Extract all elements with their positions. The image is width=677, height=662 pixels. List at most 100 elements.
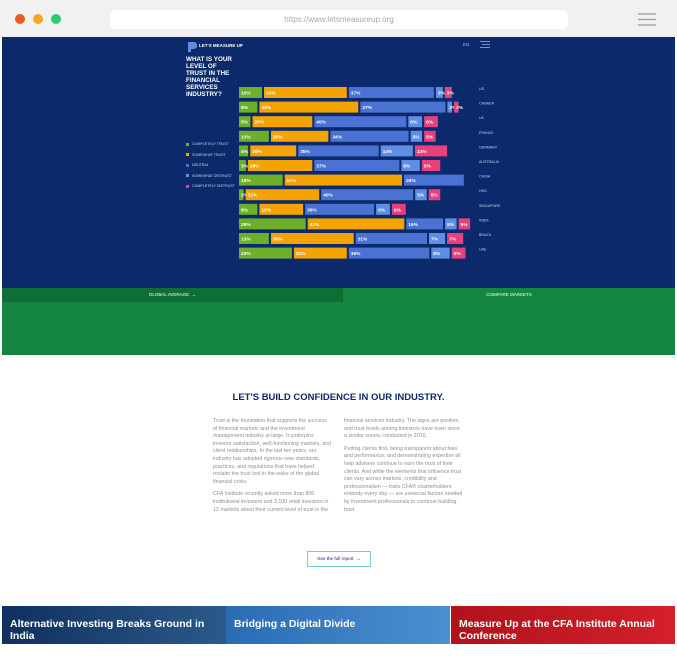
bar-segment — [414, 145, 448, 157]
data-label: 8% — [424, 164, 432, 170]
card[interactable]: Alternative Investing Breaks Ground in I… — [2, 606, 226, 644]
bar-segment — [424, 130, 436, 142]
data-label: 7% — [449, 237, 457, 243]
legend-item: NEUTRAL — [186, 163, 209, 167]
bar-segment — [415, 189, 427, 201]
bar-segment — [447, 233, 464, 244]
data-label: 3% — [447, 91, 455, 97]
card-title: Bridging a Digital Divide — [234, 618, 356, 630]
paragraph: CFA Institute recently asked more than 8… — [213, 418, 460, 513]
data-label: 37% — [362, 105, 372, 111]
bar-segment — [252, 116, 313, 128]
category-label: UAE — [479, 248, 487, 252]
legend-item: COMPLETELY DISTRUST — [186, 184, 235, 188]
bar-segment — [429, 233, 446, 244]
bar-segment — [239, 233, 269, 244]
data-label: 6% — [454, 251, 462, 257]
legend-swatch — [186, 174, 189, 177]
data-label: 23% — [241, 251, 251, 257]
data-label: 35% — [300, 149, 310, 155]
chart-section: LET'S MEASURE UP EN 10% 36% 37% 3% 3% US 8% 43%… — [2, 37, 675, 288]
bar-segment — [250, 145, 297, 157]
bar-segment — [314, 160, 400, 171]
menu-icon[interactable] — [638, 13, 656, 26]
card[interactable]: Measure Up at the CFA Institute Annual C… — [451, 606, 675, 644]
data-label: 25% — [273, 134, 283, 140]
close-dot[interactable] — [15, 14, 25, 24]
data-label: 7% — [431, 237, 439, 243]
tab-label: COMPARE MARKETS — [486, 292, 532, 297]
maximize-dot[interactable] — [51, 14, 61, 24]
bar-segment — [239, 116, 251, 128]
bar-segment — [428, 189, 441, 201]
tab[interactable]: GLOBAL AVERAGE → — [2, 288, 343, 302]
bar-segment — [330, 130, 409, 142]
data-label: 19% — [261, 207, 271, 213]
data-label: 20% — [252, 149, 262, 155]
data-label: 36% — [266, 91, 276, 97]
legend-label: COMPLETELY TRUST — [192, 142, 229, 146]
category-label: BRAZIL — [479, 233, 492, 237]
site-menu[interactable] — [480, 41, 490, 48]
data-label: 37% — [316, 164, 326, 170]
data-label: 26% — [406, 178, 416, 184]
data-label: 19% — [241, 178, 251, 184]
data-label: 5% — [461, 222, 469, 228]
data-label: 35% — [351, 251, 361, 257]
data-label: 3% — [438, 91, 446, 97]
data-label: 5% — [413, 134, 421, 140]
language[interactable]: EN — [463, 42, 470, 47]
category-label: FRANCE — [479, 131, 494, 135]
bar-segment — [408, 116, 423, 128]
logo[interactable]: LET'S MEASURE UP — [199, 43, 243, 48]
data-label: 6% — [394, 207, 402, 213]
bar-segment — [239, 247, 292, 259]
bar-segment — [355, 233, 427, 244]
data-label: 42% — [310, 222, 320, 228]
data-label: 34% — [332, 134, 342, 140]
legend-label: SOMEWHAT DISTRUST — [192, 173, 232, 178]
minimize-dot[interactable] — [33, 14, 43, 24]
data-label: 14% — [383, 149, 393, 155]
data-label: 5% — [417, 193, 425, 199]
paragraph: Putting clients first, being transparent… — [344, 445, 463, 513]
category-label: CANADA — [479, 102, 495, 106]
tab[interactable]: COMPARE MARKETS — [343, 288, 675, 302]
legend-swatch — [186, 184, 189, 188]
button-label: See the full report — [317, 556, 354, 561]
data-label: 40% — [323, 193, 333, 199]
data-label: 28% — [250, 164, 260, 170]
report-button[interactable]: See the full report → — [307, 551, 371, 567]
bar-segment — [245, 189, 320, 201]
bar-segment — [284, 174, 402, 186]
bar-segment — [380, 145, 413, 157]
data-label: 2% — [241, 193, 249, 199]
bar-segment — [410, 130, 423, 142]
bar-segment — [421, 160, 441, 171]
bar-segment — [447, 101, 452, 113]
bar-segment — [239, 189, 244, 201]
legend-label: SOMEWHAT TRUST — [192, 152, 226, 157]
bar-segment — [264, 87, 347, 98]
bar-segment — [298, 145, 379, 157]
data-label: 36% — [273, 237, 283, 243]
data-label: 5% — [447, 222, 455, 228]
legend-item: COMPLETELY TRUST — [186, 142, 229, 146]
bar-segment — [454, 101, 459, 113]
url-bar[interactable]: https://www.letsmeasureup.org — [110, 10, 568, 29]
bar-segment — [376, 203, 390, 215]
card[interactable]: Bridging a Digital Divide — [226, 606, 450, 644]
data-label: 16% — [408, 222, 418, 228]
legend-swatch — [186, 163, 189, 167]
bar-segment — [404, 174, 464, 186]
data-label: 2% — [456, 105, 464, 111]
data-label: 3% — [241, 164, 249, 170]
bar-segment — [239, 101, 258, 113]
bar-segment — [270, 130, 329, 142]
logo-icon — [188, 42, 197, 52]
paragraph: Trust is the foundation that supports th… — [213, 418, 332, 485]
category-label: SINGAPORE — [479, 204, 501, 208]
section-heading: LET'S BUILD CONFIDENCE IN OUR INDUSTRY. — [232, 392, 445, 403]
bar-segment — [458, 218, 471, 230]
